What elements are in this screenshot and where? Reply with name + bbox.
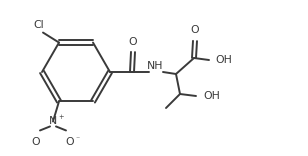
Text: NH: NH bbox=[147, 61, 163, 71]
Text: O: O bbox=[191, 25, 199, 35]
Text: +: + bbox=[58, 115, 63, 120]
Text: O: O bbox=[66, 137, 74, 147]
Text: N: N bbox=[49, 116, 57, 127]
Text: OH: OH bbox=[215, 55, 232, 65]
Text: O: O bbox=[129, 37, 137, 47]
Text: OH: OH bbox=[203, 91, 220, 101]
Text: Cl: Cl bbox=[34, 20, 44, 29]
Text: O: O bbox=[32, 137, 40, 147]
Text: ⁻: ⁻ bbox=[75, 134, 79, 144]
